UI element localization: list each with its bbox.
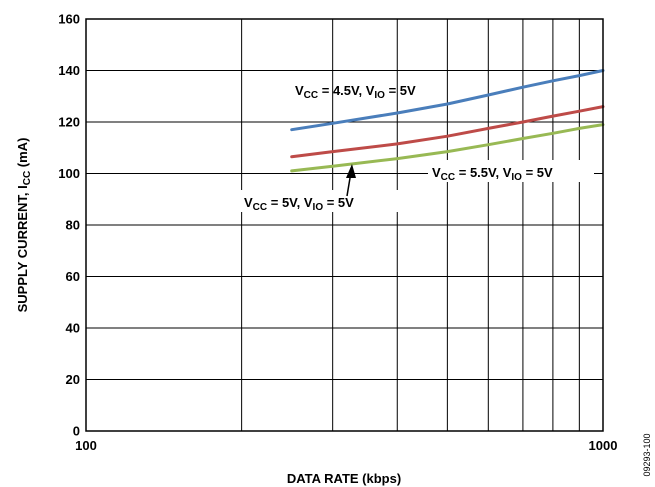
grid [86, 19, 603, 431]
x-tick-label: 100 [75, 438, 97, 453]
y-tick-label: 120 [58, 115, 80, 130]
y-tick-label: 60 [66, 269, 80, 284]
y-tick-label: 160 [58, 12, 80, 27]
y-tick-label: 100 [58, 166, 80, 181]
figure-id: 09293-100 [642, 433, 652, 476]
y-tick-label: 40 [66, 321, 80, 336]
x-axis-title: DATA RATE (kbps) [287, 471, 401, 486]
annotation-arrowhead [346, 164, 356, 178]
x-tick-label: 1000 [589, 438, 618, 453]
y-tick-label: 0 [73, 424, 80, 439]
y-tick-label: 140 [58, 63, 80, 78]
tick-labels: 0 20 40 60 80 100 120 140 160 100 1000 [58, 12, 617, 454]
y-tick-label: 20 [66, 372, 80, 387]
annotation-vcc-4.5v: VCC = 4.5V, VIO = 5V [295, 83, 416, 101]
y-axis-title: SUPPLY CURRENT, ICC (mA) [15, 138, 33, 313]
y-tick-label: 80 [66, 218, 80, 233]
